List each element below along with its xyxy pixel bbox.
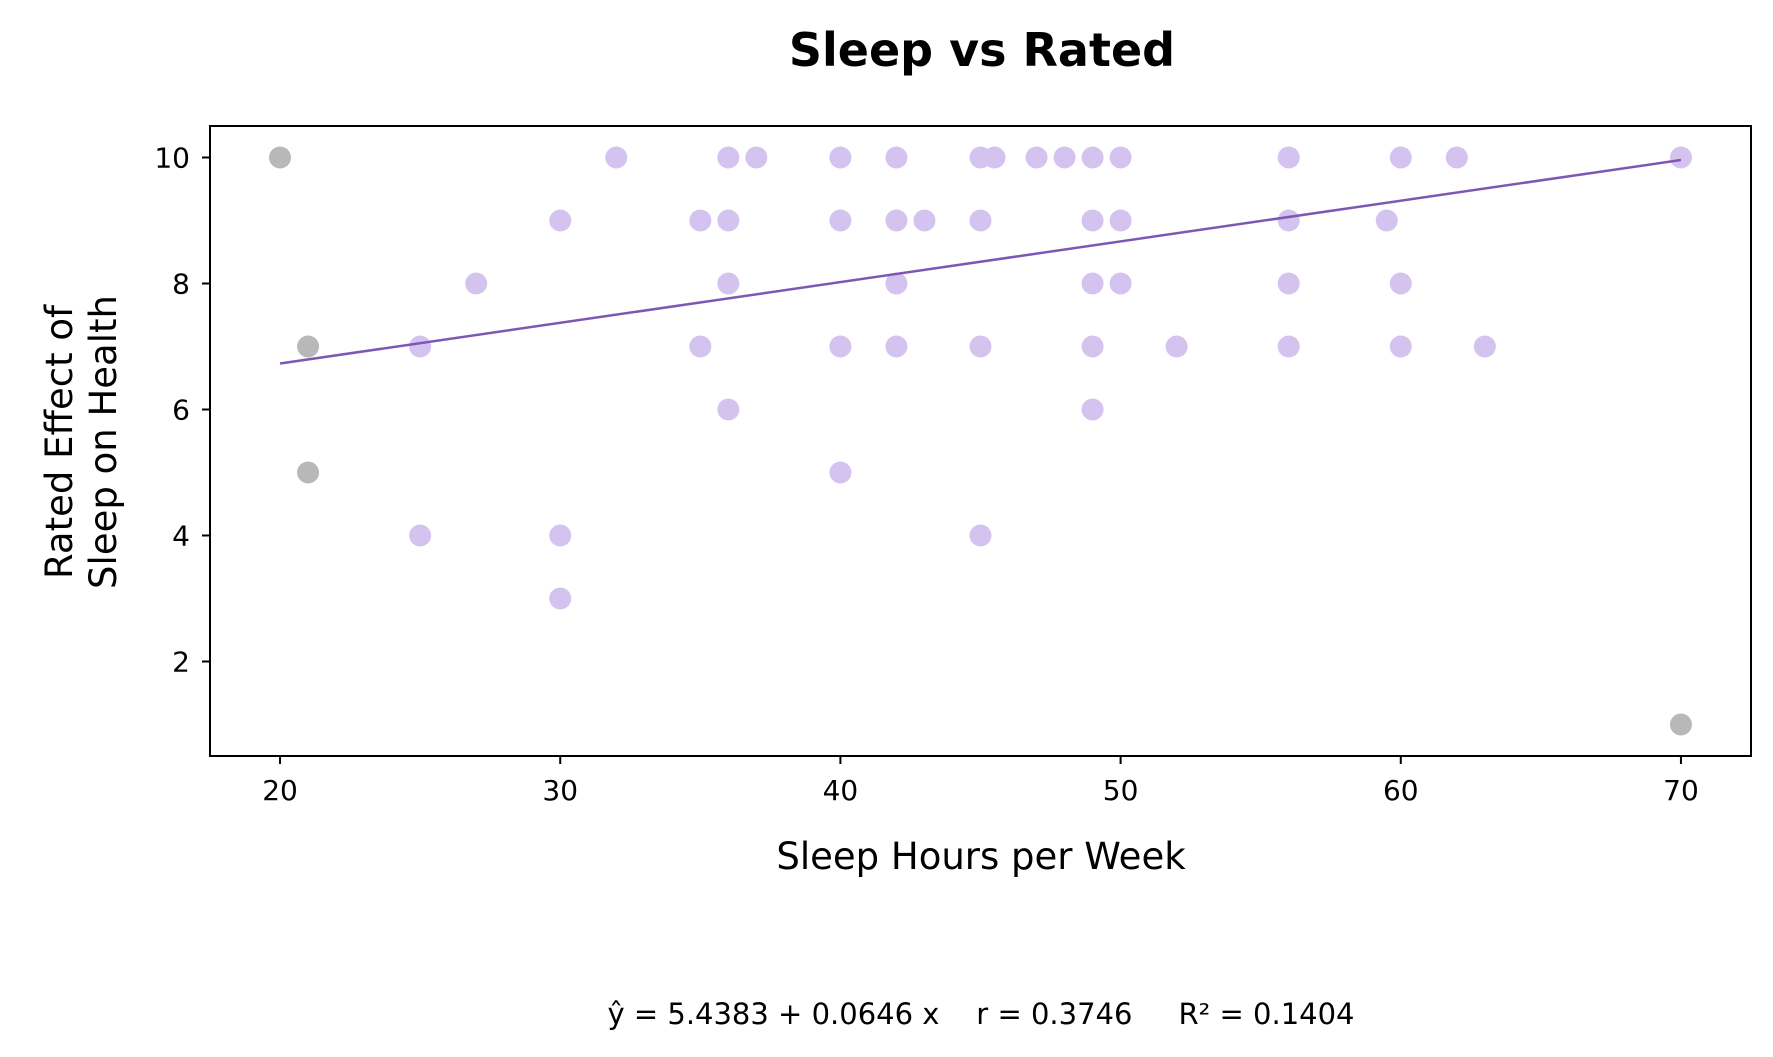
- data-points-group: [409, 146, 1692, 610]
- regression-stats-text: ŷ = 5.4383 + 0.0646 x r = 0.3746 R² = 0.…: [607, 997, 1354, 1031]
- data-point: [885, 272, 908, 295]
- data-point: [1109, 146, 1132, 169]
- data-point: [549, 587, 572, 610]
- data-point: [969, 209, 992, 232]
- data-point: [1277, 146, 1300, 169]
- chart-title: Sleep vs Rated: [789, 23, 1175, 77]
- plot-area: 20 30 40 50 60 70 2 4 6 8 10: [154, 125, 1752, 807]
- data-point: [1389, 146, 1412, 169]
- data-point: [1445, 146, 1468, 169]
- outlier-point: [269, 146, 292, 169]
- y-tick-label: 10: [154, 142, 190, 175]
- data-point: [1389, 272, 1412, 295]
- data-point: [605, 146, 628, 169]
- y-tick-label: 2: [172, 646, 190, 679]
- y-tick-label: 6: [172, 394, 190, 427]
- data-point: [465, 272, 488, 295]
- x-tick-label: 50: [1103, 774, 1139, 807]
- data-point: [549, 209, 572, 232]
- data-point: [1081, 398, 1104, 421]
- data-point: [717, 398, 740, 421]
- data-point: [969, 335, 992, 358]
- data-point: [689, 209, 712, 232]
- data-point: [1109, 209, 1132, 232]
- y-axis-label-line-1: Rated Effect of: [38, 304, 81, 579]
- outlier-point: [297, 461, 320, 484]
- data-point: [1375, 209, 1398, 232]
- x-axis-ticks: 20 30 40 50 60 70: [262, 756, 1699, 807]
- data-point: [983, 146, 1006, 169]
- data-point: [1277, 335, 1300, 358]
- data-point: [1109, 272, 1132, 295]
- data-point: [1081, 146, 1104, 169]
- data-point: [549, 524, 572, 547]
- data-point: [717, 146, 740, 169]
- data-point: [829, 146, 852, 169]
- data-point: [1081, 335, 1104, 358]
- data-point: [1081, 272, 1104, 295]
- y-tick-label: 4: [172, 520, 190, 553]
- y-axis-label-line-2: Sleep on Health: [82, 295, 125, 589]
- data-point: [829, 335, 852, 358]
- data-point: [1669, 146, 1692, 169]
- data-point: [717, 209, 740, 232]
- regression-line: [279, 158, 1682, 365]
- y-axis-ticks: 2 4 6 8 10: [154, 142, 210, 679]
- data-point: [1025, 146, 1048, 169]
- data-point: [913, 209, 936, 232]
- data-point: [885, 209, 908, 232]
- x-tick-label: 40: [823, 774, 859, 807]
- data-point: [1053, 146, 1076, 169]
- x-tick-label: 60: [1383, 774, 1419, 807]
- x-axis-label: Sleep Hours per Week: [776, 835, 1186, 878]
- data-point: [829, 209, 852, 232]
- x-tick-label: 20: [262, 774, 298, 807]
- data-point: [1277, 272, 1300, 295]
- data-point: [1389, 335, 1412, 358]
- y-axis-label: Rated Effect of Sleep on Health: [38, 295, 125, 589]
- outlier-point: [297, 335, 320, 358]
- x-tick-label: 70: [1663, 774, 1699, 807]
- data-point: [969, 524, 992, 547]
- outlier-points-group: [269, 146, 1692, 736]
- data-point: [1081, 209, 1104, 232]
- data-point: [829, 461, 852, 484]
- data-point: [745, 146, 768, 169]
- y-tick-label: 8: [172, 268, 190, 301]
- data-point: [1165, 335, 1188, 358]
- data-point: [689, 335, 712, 358]
- data-point: [409, 335, 432, 358]
- data-point: [1473, 335, 1496, 358]
- data-point: [885, 335, 908, 358]
- outlier-point: [1669, 713, 1692, 736]
- data-point: [717, 272, 740, 295]
- data-point: [1277, 209, 1300, 232]
- axes-frame: [209, 125, 1752, 757]
- x-tick-label: 30: [542, 774, 578, 807]
- data-point: [885, 146, 908, 169]
- data-point: [409, 524, 432, 547]
